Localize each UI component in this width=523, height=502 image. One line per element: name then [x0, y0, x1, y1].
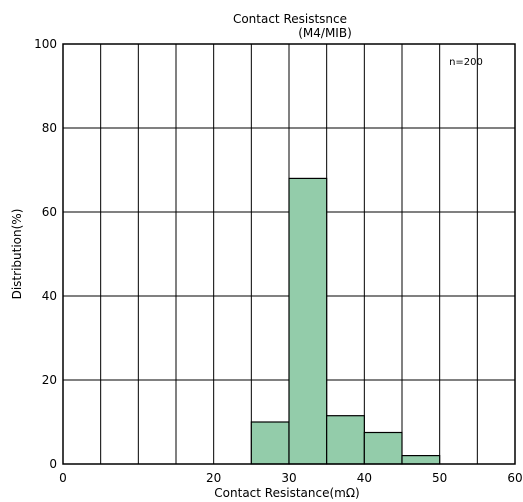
x-tick-label: 60 — [507, 471, 522, 485]
x-axis-label: Contact Resistance(mΩ) — [214, 486, 359, 500]
histogram-bar — [250, 421, 290, 465]
y-tick-label: 20 — [42, 373, 57, 387]
y-tick-label: 40 — [42, 289, 57, 303]
histogram-bar — [363, 431, 403, 465]
y-tick-label: 0 — [49, 457, 57, 471]
y-axis-label: Distribution(%) — [10, 209, 24, 300]
plot-frame — [62, 43, 516, 465]
y-tick-label: 100 — [34, 37, 57, 51]
y-tick-label: 80 — [42, 121, 57, 135]
y-tick-label: 60 — [42, 205, 57, 219]
y-axis-ticks: 0 20 40 60 80 100 — [34, 37, 57, 471]
x-axis-ticks: 0 20 30 40 50 60 — [59, 471, 522, 485]
x-tick-label: 50 — [432, 471, 447, 485]
x-tick-label: 20 — [206, 471, 221, 485]
chart-title: Contact Resistsnce — [233, 12, 347, 26]
x-tick-label: 40 — [357, 471, 372, 485]
histogram-bar — [326, 415, 365, 465]
histogram-bar — [401, 455, 441, 465]
histogram-bar — [288, 177, 328, 465]
x-tick-label: 30 — [281, 471, 296, 485]
x-tick-label: 0 — [59, 471, 67, 485]
bars — [250, 177, 441, 465]
sample-size-annotation: n=200 — [449, 57, 483, 68]
chart-subtitle: (M4/MIB) — [298, 26, 352, 40]
